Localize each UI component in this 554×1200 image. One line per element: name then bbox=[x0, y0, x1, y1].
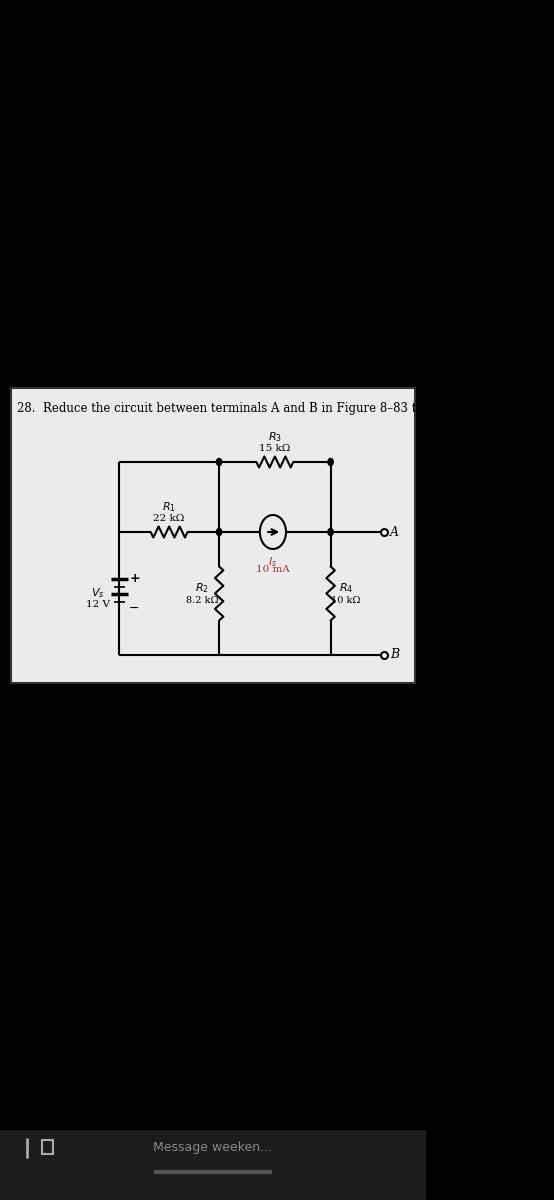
Text: 28.  Reduce the circuit between terminals A and B in Figure 8–83 to its Norton e: 28. Reduce the circuit between terminals… bbox=[17, 402, 554, 415]
FancyBboxPatch shape bbox=[42, 1140, 53, 1154]
FancyBboxPatch shape bbox=[11, 388, 415, 683]
Circle shape bbox=[217, 528, 222, 535]
Text: Message weeken...: Message weeken... bbox=[153, 1141, 273, 1154]
Text: B: B bbox=[390, 648, 399, 661]
Text: A: A bbox=[390, 526, 399, 539]
FancyBboxPatch shape bbox=[0, 1130, 426, 1200]
Text: $R_1$: $R_1$ bbox=[162, 500, 176, 514]
Text: −: − bbox=[129, 602, 140, 614]
Text: $R_4$: $R_4$ bbox=[339, 582, 353, 595]
Text: 12 V: 12 V bbox=[86, 600, 110, 608]
Text: 8.2 kΩ: 8.2 kΩ bbox=[186, 596, 218, 605]
Text: 10 mA: 10 mA bbox=[256, 565, 290, 574]
Circle shape bbox=[328, 528, 334, 535]
Text: 15 kΩ: 15 kΩ bbox=[259, 444, 290, 452]
Text: $I_s$: $I_s$ bbox=[268, 554, 278, 569]
Text: $V_s$: $V_s$ bbox=[91, 587, 104, 600]
Text: 22 kΩ: 22 kΩ bbox=[153, 514, 185, 523]
Text: 10 kΩ: 10 kΩ bbox=[331, 596, 361, 605]
Text: $R_2$: $R_2$ bbox=[195, 582, 209, 595]
Circle shape bbox=[217, 458, 222, 466]
Text: +: + bbox=[129, 572, 140, 584]
Circle shape bbox=[328, 458, 334, 466]
Text: $R_3$: $R_3$ bbox=[268, 431, 282, 444]
